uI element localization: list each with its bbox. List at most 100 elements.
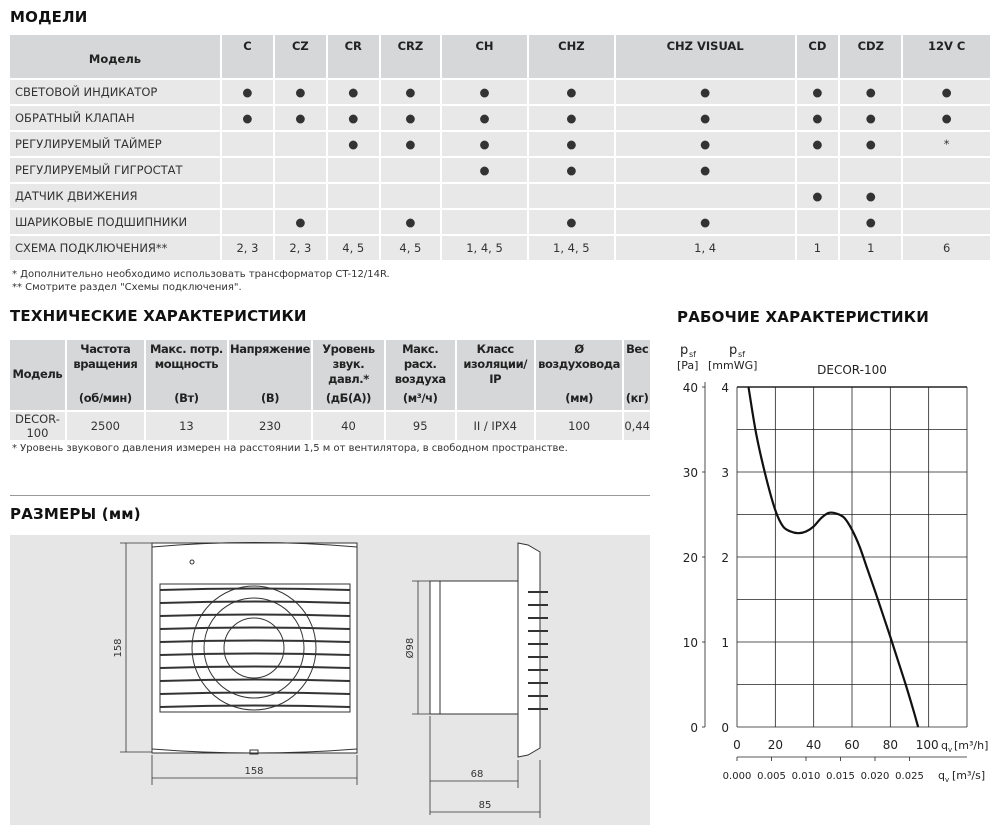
table-row: ОБРАТНЫЙ КЛАПАН ● ● ● ● ● ● ● ● ● ●: [10, 106, 990, 130]
column-header-content: Класс изоляции/ IP: [458, 342, 533, 406]
feature-cell: ●: [615, 158, 795, 182]
front-view: [151, 542, 358, 755]
feature-cell: [442, 184, 527, 208]
model-header: Модель: [10, 35, 220, 78]
model-column-header: CR: [327, 35, 379, 78]
x-tick-label-m3h: 40: [806, 738, 821, 752]
x-tick-label-m3s: 0.005: [757, 771, 786, 782]
tech-column-header: Ø воздуховода (мм): [535, 340, 623, 410]
xlabel-m3h-unit: [m³/h]: [954, 739, 988, 752]
table-row: ШАРИКОВЫЕ ПОДШИПНИКИ ● ● ● ● ●: [10, 210, 990, 234]
feature-cell: [528, 184, 614, 208]
feature-cell: 2, 3: [274, 236, 326, 260]
feature-cell: ●: [380, 210, 441, 234]
feature-cell: ●: [615, 106, 795, 130]
column-header-content: Вес (кг): [625, 342, 649, 406]
column-unit: (Вт): [174, 391, 199, 405]
feature-cell: ●: [840, 184, 902, 208]
feature-cell: ●: [528, 80, 614, 104]
tech-column-header: Напряжение (В): [229, 340, 312, 410]
ylabel-pa-unit: [Pa]: [677, 359, 698, 372]
xlabel-m3s-symbol: q: [938, 769, 945, 782]
x-tick-label-m3s: 0.010: [792, 771, 821, 782]
feature-cell: ●: [442, 80, 527, 104]
x-tick-label-m3s: 0.000: [723, 771, 752, 782]
feature-cell: ●: [528, 132, 614, 156]
x-tick-label-m3h: 80: [883, 738, 898, 752]
model-column-header: CH: [442, 35, 527, 78]
height-dim: 158: [113, 638, 124, 657]
feature-cell: ●: [528, 210, 614, 234]
y-tick-label-pa: 40: [683, 381, 698, 395]
feature-cell: [274, 184, 326, 208]
model-column-header: 12V C: [903, 35, 990, 78]
dimensions-drawing: 158 158 Ø98 68 85: [10, 535, 650, 825]
feature-cell: ●: [528, 106, 614, 130]
feature-cell: [615, 184, 795, 208]
table-row: РЕГУЛИРУЕМЫЙ ТАЙМЕР ● ● ● ● ● ● ● *: [10, 132, 990, 156]
models-title: МОДЕЛИ: [10, 8, 88, 26]
grille-bar: [159, 678, 351, 682]
model-column-header: CRZ: [380, 35, 441, 78]
feature-cell: ●: [222, 106, 273, 130]
feature-cell: [274, 132, 326, 156]
model-column-header: CZ: [274, 35, 326, 78]
feature-cell: 1, 4, 5: [528, 236, 614, 260]
column-header-content: Уровень звук. давл.* (дБ(А)): [314, 342, 383, 406]
tech-column-header: Макс. расх. воздуха (м³/ч): [385, 340, 455, 410]
x-tick-label-m3h: 100: [916, 738, 939, 752]
tech-title: ТЕХНИЧЕСКИЕ ХАРАКТЕРИСТИКИ: [10, 307, 307, 325]
y-tick-label-mmwg: 2: [721, 551, 729, 565]
feature-cell: [380, 158, 441, 182]
x-tick-label-m3s: 0.015: [826, 771, 855, 782]
feature-label: ДАТЧИК ДВИЖЕНИЯ: [10, 184, 220, 208]
depth-total-dim: 85: [479, 800, 492, 811]
tech-cell: 2500: [66, 412, 144, 440]
xlabel-m3h-symbol: q: [941, 739, 948, 752]
column-header-content: Ø воздуховода (мм): [537, 342, 621, 406]
column-unit: (м³/ч): [402, 391, 438, 405]
feature-cell: ●: [222, 80, 273, 104]
x-tick-label-m3h: 60: [844, 738, 859, 752]
feature-cell: ●: [528, 158, 614, 182]
feature-cell: ●: [840, 132, 902, 156]
tech-cell: 230: [229, 412, 312, 440]
grille-bar: [159, 626, 351, 630]
models-table: Модель C CZ CR CRZ CH CHZ CHZ VISUAL CD CDZ 12V C …: [8, 33, 992, 262]
y-tick-label-mmwg: 0: [721, 721, 729, 735]
side-view: [429, 542, 548, 758]
feature-cell: ●: [796, 106, 839, 130]
dimension-lines: [120, 542, 541, 818]
feature-label: ОБРАТНЫЙ КЛАПАН: [10, 106, 220, 130]
column-name: Ø воздуховода: [538, 342, 620, 371]
feature-cell: [222, 132, 273, 156]
feature-cell: [222, 210, 273, 234]
feature-cell: ●: [380, 80, 441, 104]
feature-cell: ●: [903, 80, 990, 104]
x-tick-label-m3h: 0: [733, 738, 741, 752]
feature-cell: [222, 184, 273, 208]
feature-cell: 6: [903, 236, 990, 260]
ylabel-mmwg-symbol: p: [729, 343, 737, 358]
column-header-content: Макс. расх. воздуха (м³/ч): [387, 342, 454, 406]
feature-cell: ●: [840, 106, 902, 130]
feature-cell: 1, 4: [615, 236, 795, 260]
feature-cell: ●: [442, 158, 527, 182]
column-name: Класс изоляции/ IP: [463, 342, 528, 386]
feature-cell: ●: [274, 210, 326, 234]
ylabel-mmwg-sub: sf: [738, 350, 745, 359]
tech-column-header: Уровень звук. давл.* (дБ(А)): [313, 340, 384, 410]
feature-cell: ●: [274, 106, 326, 130]
column-header-content: Напряжение (В): [230, 342, 310, 406]
feature-cell: ●: [327, 132, 379, 156]
feature-cell: [327, 158, 379, 182]
column-name: Модель: [12, 366, 63, 381]
feature-cell: [222, 158, 273, 182]
y-tick-label-mmwg: 1: [721, 636, 729, 650]
y-tick-label-mmwg: 4: [721, 381, 729, 395]
column-unit: (об/мин): [78, 391, 132, 405]
diameter-dim: Ø98: [404, 638, 416, 659]
xlabel-m3h-sub: v: [948, 746, 952, 754]
grille-bar: [159, 652, 351, 656]
